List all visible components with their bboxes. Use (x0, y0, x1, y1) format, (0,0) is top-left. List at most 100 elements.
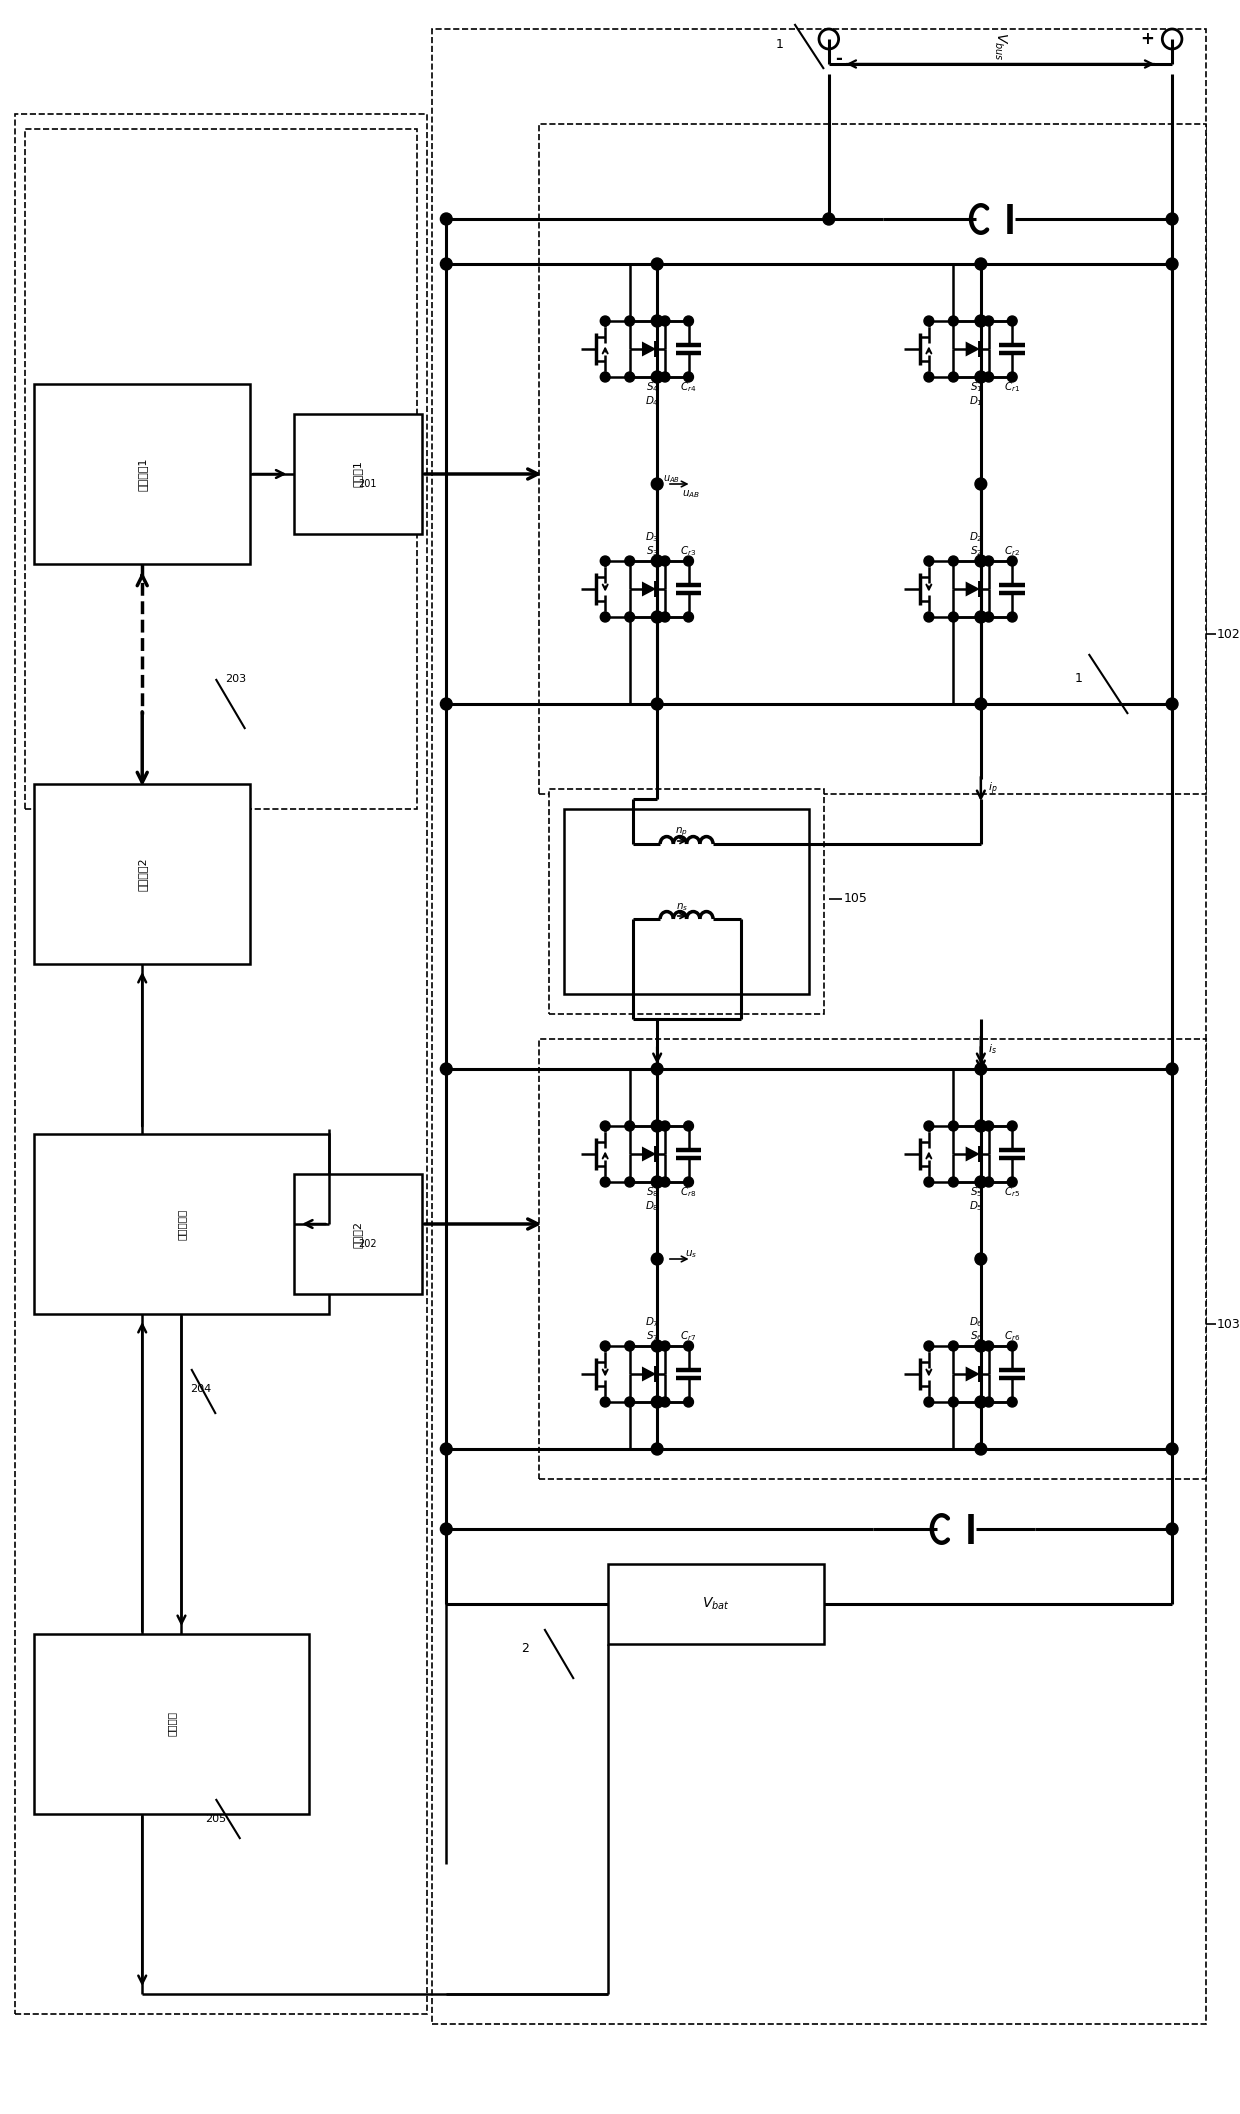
Circle shape (1167, 258, 1178, 271)
Text: 105: 105 (843, 892, 868, 905)
Circle shape (651, 1444, 663, 1454)
Text: $V_{bus}$: $V_{bus}$ (992, 32, 1008, 61)
Circle shape (975, 1063, 987, 1076)
Polygon shape (642, 342, 656, 357)
Text: 203: 203 (224, 674, 246, 685)
Bar (25, 129, 417, 810)
Circle shape (975, 556, 987, 567)
Circle shape (975, 258, 987, 271)
Circle shape (1007, 1340, 1017, 1351)
Bar (35, 1133, 329, 1315)
Text: $C_{r1}$: $C_{r1}$ (1004, 381, 1021, 393)
Text: $D_8$: $D_8$ (645, 1199, 660, 1213)
Circle shape (983, 1397, 993, 1408)
Circle shape (651, 1340, 663, 1353)
Text: $D_2$: $D_2$ (968, 531, 983, 543)
Circle shape (1007, 556, 1017, 567)
Circle shape (983, 315, 993, 326)
Circle shape (949, 1120, 959, 1131)
Circle shape (600, 1120, 610, 1131)
Circle shape (683, 372, 693, 383)
Circle shape (660, 372, 670, 383)
Text: $C_{r2}$: $C_{r2}$ (1004, 543, 1021, 558)
Circle shape (625, 1340, 635, 1351)
Text: 103: 103 (1216, 1317, 1240, 1330)
Circle shape (683, 315, 693, 326)
Circle shape (924, 1120, 934, 1131)
Circle shape (975, 1340, 987, 1353)
Circle shape (924, 1177, 934, 1186)
Circle shape (651, 1395, 663, 1408)
Circle shape (1007, 611, 1017, 622)
Circle shape (949, 372, 959, 383)
Circle shape (625, 1397, 635, 1408)
Text: $S_7$: $S_7$ (646, 1330, 658, 1342)
Text: $C_{r8}$: $C_{r8}$ (681, 1186, 697, 1199)
Circle shape (651, 258, 663, 271)
Circle shape (975, 1175, 987, 1188)
Text: 1: 1 (1075, 672, 1083, 685)
Circle shape (660, 1120, 670, 1131)
Text: 主统控制2: 主统控制2 (138, 856, 148, 890)
Circle shape (949, 315, 959, 326)
Bar (35, 1634, 309, 1814)
Text: $u_{s}$: $u_{s}$ (686, 1247, 698, 1260)
Text: $D_5$: $D_5$ (968, 1199, 983, 1213)
Text: $D_3$: $D_3$ (645, 531, 660, 543)
Text: $C_{r5}$: $C_{r5}$ (1004, 1186, 1021, 1199)
Bar (294, 1173, 422, 1294)
Circle shape (975, 698, 987, 710)
Text: $u_{AB}$: $u_{AB}$ (663, 474, 681, 484)
Circle shape (600, 315, 610, 326)
Circle shape (975, 315, 987, 328)
Text: 202: 202 (358, 1239, 377, 1249)
Circle shape (625, 556, 635, 567)
Circle shape (625, 1177, 635, 1186)
Circle shape (983, 1120, 993, 1131)
Circle shape (440, 258, 453, 271)
Circle shape (1167, 1522, 1178, 1535)
Text: 导装载件: 导装载件 (166, 1712, 176, 1736)
Circle shape (440, 1063, 453, 1076)
Circle shape (1007, 315, 1017, 326)
Circle shape (975, 1254, 987, 1264)
Text: $u_{AB}$: $u_{AB}$ (682, 488, 701, 499)
Circle shape (600, 611, 610, 622)
Circle shape (823, 214, 835, 224)
Circle shape (683, 1340, 693, 1351)
Circle shape (975, 1120, 987, 1131)
Circle shape (924, 556, 934, 567)
Circle shape (625, 372, 635, 383)
Circle shape (949, 1177, 959, 1186)
Circle shape (651, 315, 663, 328)
Bar (35, 784, 250, 964)
Text: $S_4$: $S_4$ (646, 381, 658, 393)
Circle shape (651, 556, 663, 567)
Text: $S_1$: $S_1$ (970, 381, 982, 393)
Text: 204: 204 (191, 1385, 212, 1393)
Bar (608, 1564, 823, 1645)
Circle shape (660, 611, 670, 622)
Circle shape (660, 315, 670, 326)
Text: 主统控制1: 主统控制1 (138, 457, 148, 490)
Circle shape (651, 698, 663, 710)
Circle shape (1167, 1063, 1178, 1076)
Text: $C_{r4}$: $C_{r4}$ (681, 381, 697, 393)
Circle shape (924, 1340, 934, 1351)
Circle shape (651, 478, 663, 490)
Circle shape (651, 1254, 663, 1264)
Polygon shape (642, 581, 656, 596)
Text: $D_7$: $D_7$ (645, 1315, 660, 1330)
Circle shape (983, 556, 993, 567)
Text: $S_8$: $S_8$ (646, 1186, 658, 1199)
Circle shape (440, 698, 453, 710)
Circle shape (625, 315, 635, 326)
Circle shape (975, 370, 987, 383)
Circle shape (1167, 214, 1178, 224)
Circle shape (949, 1340, 959, 1351)
Bar (432, 30, 1207, 2023)
Polygon shape (966, 1146, 980, 1161)
Text: 102: 102 (1216, 628, 1240, 641)
Circle shape (1007, 1397, 1017, 1408)
Bar (35, 385, 250, 564)
